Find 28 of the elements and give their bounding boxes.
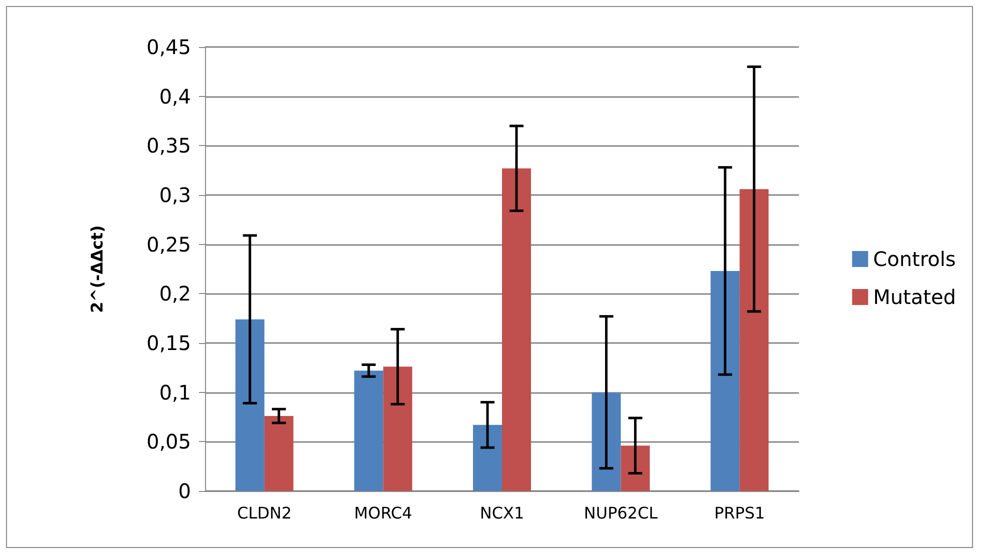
y-tick-label: 0 <box>178 479 191 503</box>
x-tick-label: MORC4 <box>354 504 412 522</box>
y-tick-label: 0,35 <box>146 134 191 158</box>
bar <box>502 168 531 491</box>
bar <box>620 446 650 491</box>
x-tick-label: NUP62CL <box>584 504 658 522</box>
bar <box>473 424 502 491</box>
bar <box>710 270 740 491</box>
y-tick-label: 0,45 <box>146 35 191 59</box>
y-tick-label: 0,3 <box>159 183 191 207</box>
y-tick-label: 0,2 <box>159 282 191 306</box>
x-tick-label: NCX1 <box>480 504 524 522</box>
bar <box>235 319 264 491</box>
legend-label: Mutated <box>873 285 956 309</box>
x-tick-label: PRPS1 <box>714 504 765 522</box>
y-tick-label: 0,4 <box>159 84 191 108</box>
y-tick-label: 0,05 <box>146 430 191 454</box>
bar <box>264 416 294 491</box>
y-tick-label: 0,1 <box>159 380 191 404</box>
x-tick-label: CLDN2 <box>237 504 292 522</box>
y-tick-label: 0,25 <box>146 232 191 256</box>
legend-label: Controls <box>873 247 956 271</box>
y-axis-title: 2^(-ΔΔct) <box>88 225 106 313</box>
bar <box>592 392 621 491</box>
bar <box>383 366 412 491</box>
y-tick-label: 0,15 <box>146 331 191 355</box>
bar <box>740 189 769 491</box>
bar <box>354 370 384 491</box>
